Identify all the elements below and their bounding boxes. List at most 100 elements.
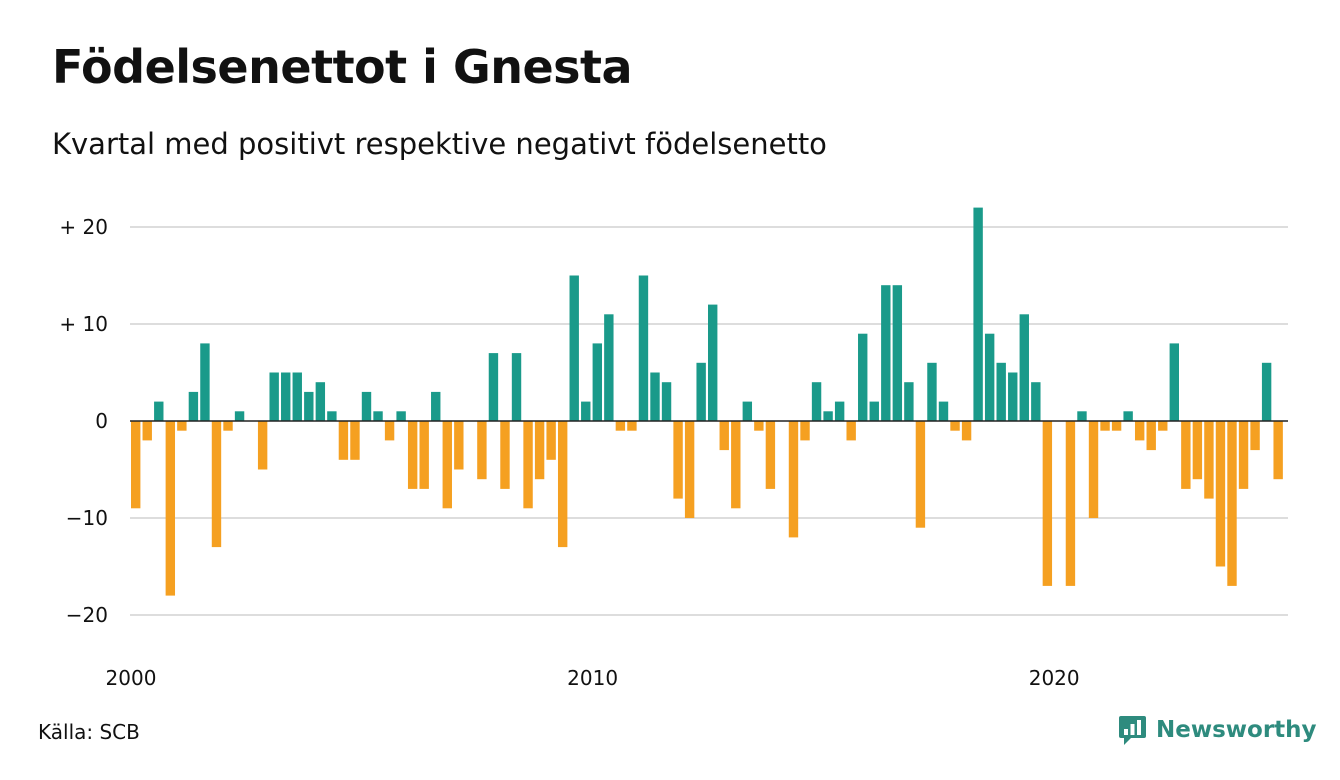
y-tick-label: −20 bbox=[66, 603, 108, 627]
bar-negative bbox=[1065, 421, 1076, 586]
bar-positive bbox=[834, 401, 845, 421]
bar-positive bbox=[742, 401, 753, 421]
bar-positive bbox=[938, 401, 949, 421]
bar-negative bbox=[1100, 421, 1110, 431]
bar-negative bbox=[407, 421, 418, 489]
bar-positive bbox=[1123, 411, 1133, 421]
bar-negative bbox=[546, 421, 556, 460]
bar-negative bbox=[950, 421, 960, 431]
x-tick-label: 2020 bbox=[1029, 666, 1080, 690]
bar-negative bbox=[627, 421, 637, 431]
brand-name: Newsworthy bbox=[1156, 717, 1317, 743]
bar-negative bbox=[1042, 421, 1053, 586]
bar-positive bbox=[1077, 411, 1087, 421]
bar-positive bbox=[1031, 382, 1041, 421]
bar-positive bbox=[431, 391, 441, 421]
bar-negative bbox=[534, 421, 545, 480]
bar-positive bbox=[488, 353, 499, 421]
bar-positive bbox=[696, 362, 706, 421]
bar-positive bbox=[269, 372, 279, 421]
bar-positive bbox=[927, 362, 937, 421]
bar-negative bbox=[477, 421, 487, 480]
brand-logo[interactable]: Newsworthy bbox=[1118, 713, 1317, 747]
chart-subtitle: Kvartal med positivt respektive negativt… bbox=[52, 127, 827, 161]
bar-positive bbox=[396, 411, 406, 421]
bar-positive bbox=[1019, 314, 1029, 421]
bar-positive bbox=[327, 411, 337, 421]
bar-positive bbox=[511, 353, 522, 421]
bar-negative bbox=[1181, 421, 1191, 489]
y-tick-label: −10 bbox=[66, 506, 108, 530]
bar-negative bbox=[454, 421, 464, 470]
bar-negative bbox=[523, 421, 533, 509]
bar-positive bbox=[881, 285, 891, 421]
bar-negative bbox=[177, 421, 187, 431]
bar-negative bbox=[1238, 421, 1249, 489]
bar-positive bbox=[708, 304, 718, 421]
bar-positive bbox=[373, 411, 383, 421]
bar-negative bbox=[731, 421, 741, 509]
chart-title: Födelsenettot i Gnesta bbox=[52, 40, 633, 94]
bar-negative bbox=[223, 421, 233, 431]
source-note: Källa: SCB bbox=[38, 720, 140, 744]
bar-negative bbox=[846, 421, 856, 441]
axes: + 20 + 10 0 −10 −20 2000 2010 2020 bbox=[59, 215, 1288, 690]
bar-negative bbox=[1088, 421, 1099, 518]
bar-positive bbox=[361, 391, 372, 421]
bar-negative bbox=[673, 421, 683, 499]
bar-positive bbox=[200, 343, 210, 421]
bar-negative bbox=[719, 421, 729, 451]
bar-positive bbox=[315, 382, 326, 421]
bar-negative bbox=[788, 421, 799, 538]
x-tick-label: 2010 bbox=[567, 666, 618, 690]
bar-negative bbox=[684, 421, 695, 518]
bar-negative bbox=[1215, 421, 1226, 567]
bars bbox=[131, 207, 1283, 596]
y-tick-label: + 10 bbox=[59, 312, 108, 336]
bar-negative bbox=[142, 421, 152, 441]
bar-negative bbox=[800, 421, 810, 441]
newsworthy-logo-icon bbox=[1119, 716, 1146, 745]
bar-negative bbox=[1134, 421, 1145, 441]
bar-negative bbox=[1146, 421, 1156, 451]
bar-positive bbox=[1008, 372, 1018, 421]
bar-negative bbox=[1111, 421, 1122, 431]
bar-positive bbox=[1169, 343, 1179, 421]
bar-positive bbox=[650, 372, 660, 421]
bar-negative bbox=[419, 421, 429, 489]
bar-negative bbox=[442, 421, 452, 509]
bar-negative bbox=[615, 421, 626, 431]
bar-negative bbox=[165, 421, 176, 596]
bar-negative bbox=[754, 421, 764, 431]
bar-negative bbox=[350, 421, 360, 460]
bar-positive bbox=[234, 411, 245, 421]
y-tick-label: + 20 bbox=[59, 215, 108, 239]
bar-negative bbox=[1250, 421, 1260, 451]
bar-negative bbox=[1273, 421, 1283, 480]
bar-positive bbox=[292, 372, 302, 421]
bar-negative bbox=[338, 421, 349, 460]
bar-positive bbox=[1261, 362, 1272, 421]
bar-positive bbox=[281, 372, 291, 421]
bar-negative bbox=[765, 421, 776, 489]
bar-positive bbox=[811, 382, 822, 421]
x-tick-label: 2000 bbox=[106, 666, 157, 690]
bar-positive bbox=[869, 401, 879, 421]
bar-negative bbox=[500, 421, 510, 489]
bar-positive bbox=[661, 382, 672, 421]
bar-positive bbox=[973, 207, 983, 421]
bar-positive bbox=[638, 275, 649, 421]
bar-negative bbox=[257, 421, 268, 470]
bar-positive bbox=[581, 401, 591, 421]
bar-negative bbox=[1227, 421, 1237, 586]
bar-positive bbox=[304, 391, 314, 421]
bar-positive bbox=[892, 285, 903, 421]
bar-positive bbox=[823, 411, 833, 421]
bar-positive bbox=[984, 333, 995, 421]
bar-negative bbox=[384, 421, 395, 441]
y-tick-label: 0 bbox=[95, 409, 108, 433]
bar-negative bbox=[1204, 421, 1214, 499]
bar-positive bbox=[592, 343, 602, 421]
bar-positive bbox=[188, 391, 199, 421]
